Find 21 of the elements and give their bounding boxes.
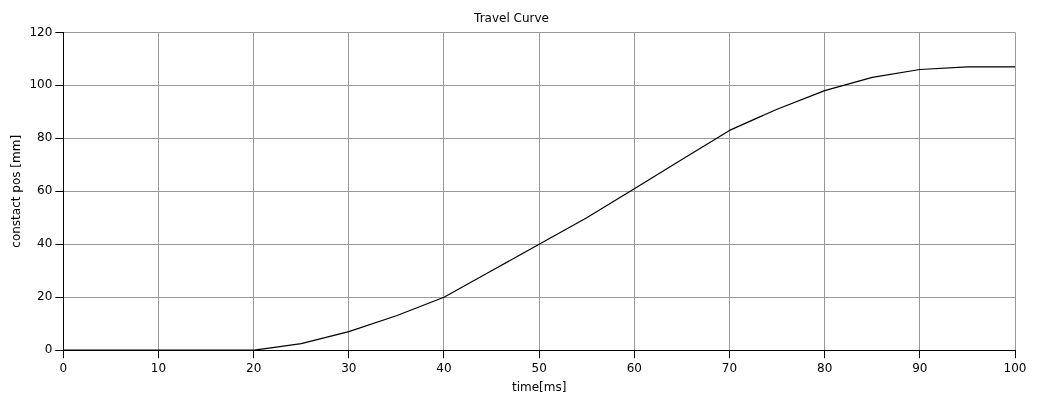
x-tick-label: 60: [626, 360, 642, 375]
x-tick-label: 10: [150, 360, 167, 375]
x-tick-label: 0: [59, 360, 68, 375]
y-tick-label: 20: [37, 289, 53, 304]
y-tick-label: 60: [37, 183, 53, 198]
y-tick-label: 100: [29, 77, 53, 92]
y-tick-label: 0: [44, 342, 53, 357]
x-axis-title: time[ms]: [511, 379, 567, 394]
y-axis-title: constact pos [mm]: [9, 134, 24, 248]
x-tick-label: 30: [341, 360, 357, 375]
chart-title: Travel Curve: [473, 11, 549, 26]
x-tick-label: 20: [246, 360, 262, 375]
x-tick-label: 50: [531, 360, 547, 375]
y-tick-label: 120: [29, 24, 53, 39]
x-tick-label: 90: [912, 360, 928, 375]
y-tick-label: 80: [37, 130, 53, 145]
x-tick-label: 80: [817, 360, 833, 375]
x-tick-label: 100: [1003, 360, 1027, 375]
x-tick-label: 70: [721, 360, 738, 375]
x-tick-label: 40: [436, 360, 452, 375]
y-tick-label: 40: [37, 236, 53, 251]
